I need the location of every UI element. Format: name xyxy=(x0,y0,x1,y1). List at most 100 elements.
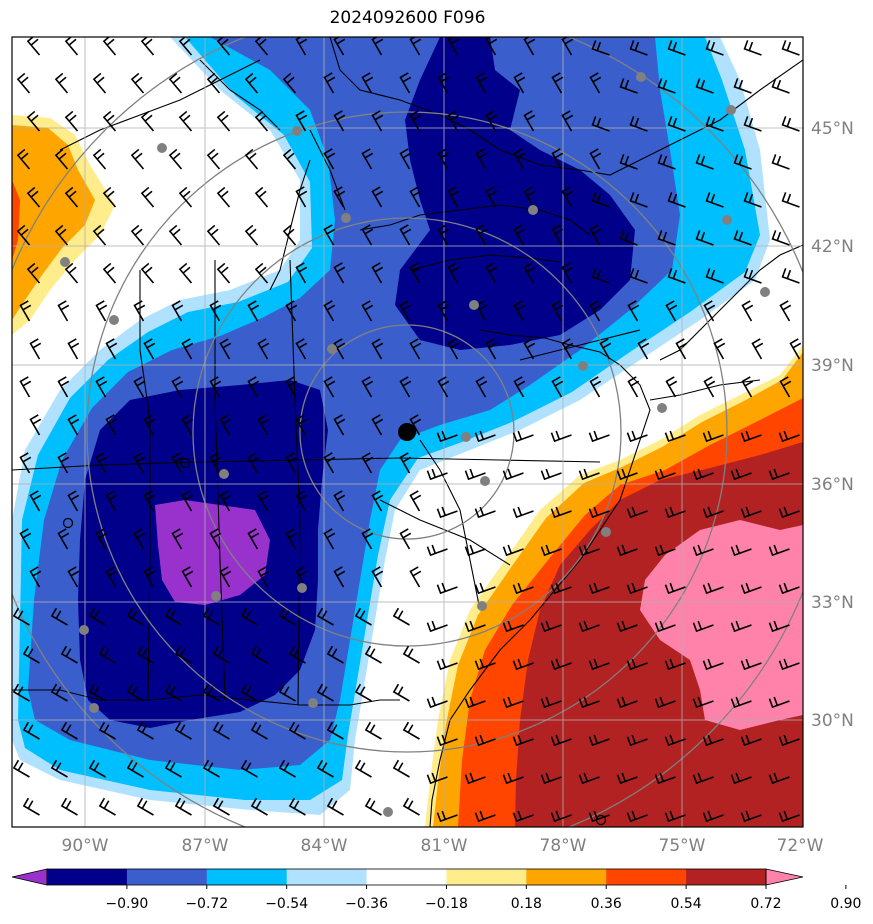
wind-barb xyxy=(778,582,800,595)
wind-barb xyxy=(323,376,336,398)
station-marker xyxy=(461,432,471,442)
wind-barb xyxy=(316,607,334,626)
wind-barb xyxy=(626,582,648,595)
wind-barb xyxy=(447,110,460,132)
wind-barb xyxy=(705,268,724,284)
wind-barb xyxy=(550,430,572,443)
wind-barb xyxy=(206,224,221,246)
wind-barb xyxy=(588,734,610,747)
wind-barb xyxy=(98,645,116,664)
wind-barb xyxy=(589,376,602,398)
wind-barb xyxy=(143,566,156,588)
wind-barb xyxy=(285,300,298,322)
wind-barb xyxy=(591,40,610,56)
wind-barb xyxy=(323,528,336,550)
wind-barb xyxy=(26,186,41,208)
wind-barb xyxy=(295,186,308,208)
wind-barb xyxy=(295,262,308,284)
wind-barb xyxy=(12,607,30,626)
wind-barb xyxy=(619,154,638,170)
wind-barb xyxy=(464,468,486,481)
wind-barb xyxy=(333,110,346,132)
wind-barb xyxy=(561,186,574,208)
lon-label: 72°W xyxy=(777,836,824,856)
wind-barb xyxy=(551,224,564,246)
wind-barb xyxy=(436,506,458,519)
wind-barb xyxy=(741,376,754,398)
wind-barb xyxy=(136,797,154,816)
wind-barb xyxy=(436,582,458,595)
wind-barb xyxy=(399,72,412,94)
wind-barb xyxy=(126,607,144,626)
wind-barb xyxy=(219,338,232,360)
wind-barb xyxy=(143,490,156,512)
wind-barb xyxy=(730,544,752,557)
wind-barb xyxy=(513,300,526,322)
wind-barb xyxy=(19,300,32,322)
wind-barb xyxy=(447,37,460,56)
wind-barb xyxy=(664,810,686,823)
lon-label: 87°W xyxy=(182,836,229,856)
station-marker xyxy=(297,583,307,593)
wind-barb xyxy=(713,338,726,360)
wind-barb xyxy=(550,582,572,595)
wind-barb xyxy=(361,528,374,550)
wind-barb xyxy=(626,506,648,519)
wind-barb xyxy=(202,607,220,626)
wind-barb xyxy=(512,734,534,747)
wind-barb xyxy=(730,772,752,785)
map-boundaries xyxy=(12,37,803,827)
wind-barb xyxy=(168,224,183,246)
wind-barb xyxy=(540,772,562,785)
wind-barb xyxy=(392,683,410,702)
wind-barb xyxy=(730,620,752,633)
wind-barb xyxy=(591,116,610,132)
wind-barb xyxy=(702,506,724,519)
wind-barb xyxy=(29,338,42,360)
wind-barb xyxy=(540,696,562,709)
wind-barb xyxy=(16,72,31,94)
wind-barb xyxy=(130,224,145,246)
colorbar-tick-label: −0.72 xyxy=(185,896,228,912)
wind-barb xyxy=(136,645,154,664)
wind-barb xyxy=(285,528,298,550)
wind-barb xyxy=(22,721,40,740)
wind-barb xyxy=(588,582,610,595)
station-marker xyxy=(601,527,611,537)
wind-barb xyxy=(657,154,676,170)
colorbar-segment xyxy=(366,869,447,885)
wind-barb xyxy=(768,620,790,633)
wind-barb xyxy=(591,192,610,208)
wind-barb xyxy=(105,566,118,588)
wind-barb xyxy=(105,490,118,512)
wind-barb xyxy=(202,759,220,778)
wind-barb xyxy=(323,72,336,94)
wind-barb xyxy=(354,607,372,626)
station-marker xyxy=(383,807,393,817)
wind-barb xyxy=(485,110,498,132)
wind-barb xyxy=(140,186,155,208)
wind-barb xyxy=(57,376,70,398)
wind-barb xyxy=(743,116,762,132)
wind-barb xyxy=(361,376,374,398)
wind-barb xyxy=(19,452,32,474)
colorbar-segment xyxy=(446,869,527,885)
wind-barb xyxy=(371,37,384,56)
wind-barb xyxy=(60,797,78,816)
wind-barb xyxy=(171,300,184,322)
wind-barb xyxy=(402,645,420,664)
colorbar-segment xyxy=(47,869,128,885)
wind-barb xyxy=(523,262,536,284)
wind-barb xyxy=(789,338,802,360)
wind-barb xyxy=(402,721,420,740)
wind-barb xyxy=(740,506,762,519)
wind-barb xyxy=(743,192,762,208)
station-marker xyxy=(636,72,646,82)
wind-barb xyxy=(705,40,724,56)
colorbar-segment xyxy=(206,869,288,885)
wind-barb xyxy=(254,262,269,284)
wind-barb xyxy=(257,414,270,436)
wind-barb xyxy=(399,528,412,550)
wind-barb xyxy=(474,582,496,595)
wind-barb xyxy=(247,376,260,398)
